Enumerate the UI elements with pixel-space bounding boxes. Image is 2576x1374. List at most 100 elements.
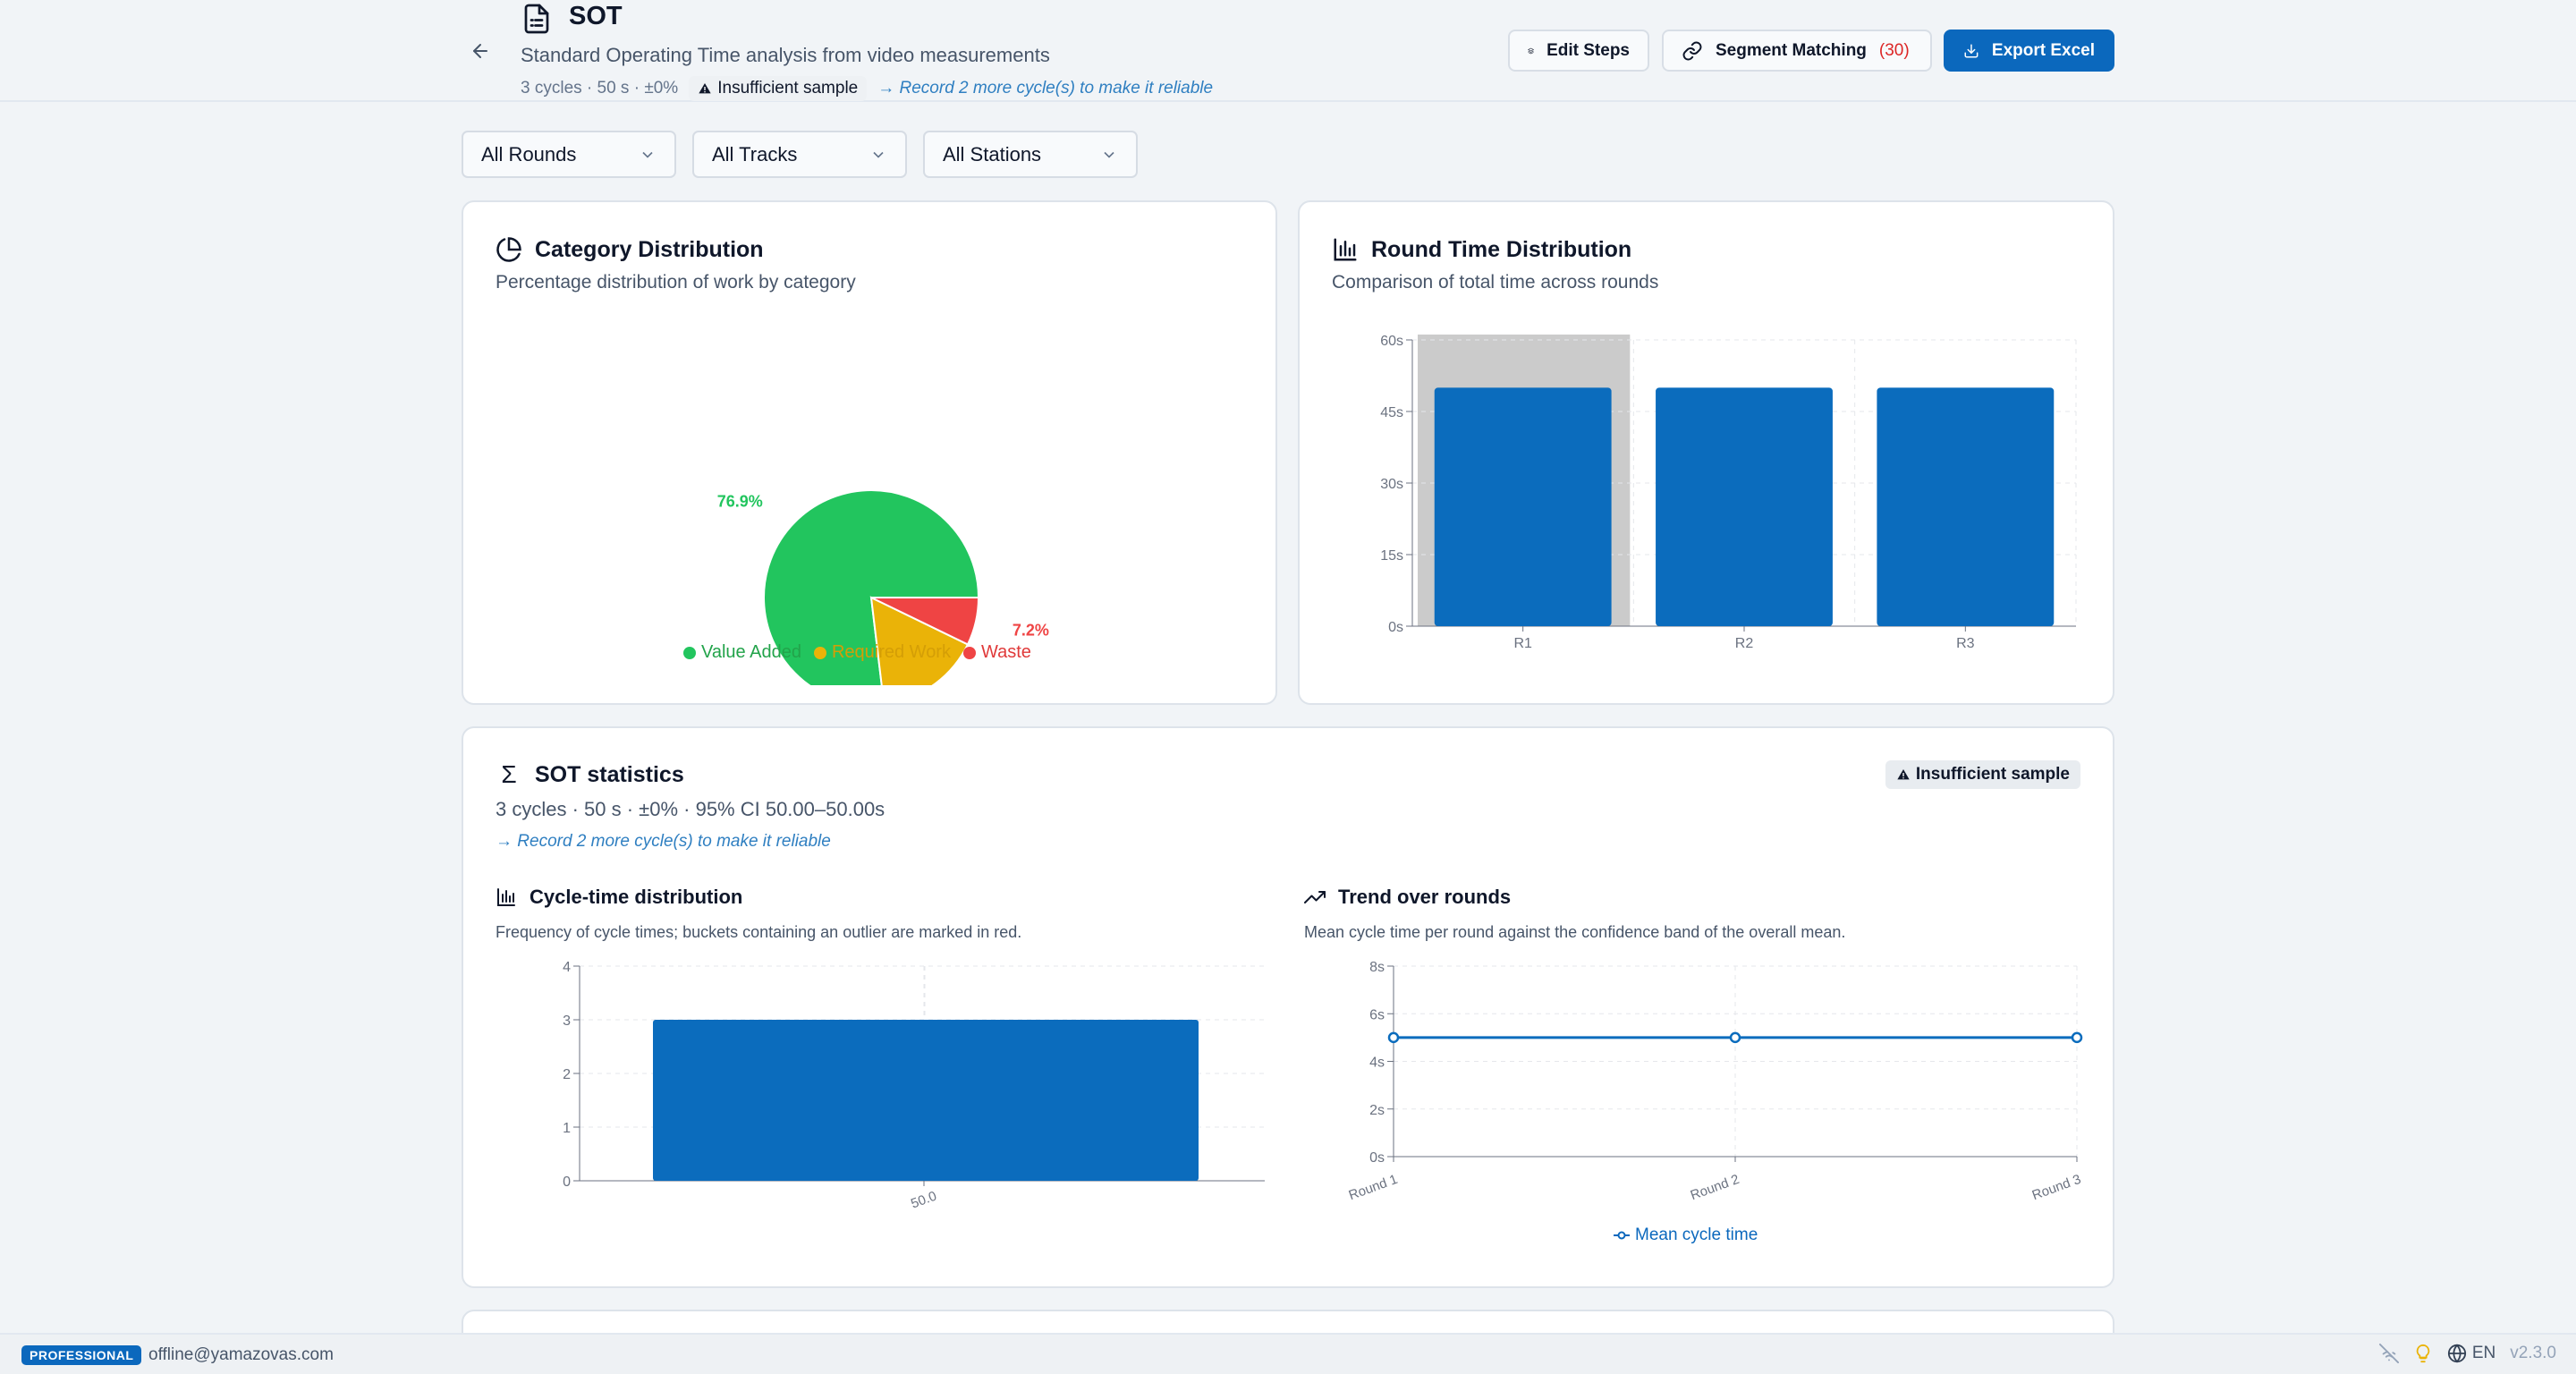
y-tick-label: 4s	[1369, 1056, 1385, 1071]
legend-required-work[interactable]: Required Work	[813, 642, 951, 663]
legend-label: Waste	[980, 642, 1031, 662]
pie-slice-value-added	[763, 489, 980, 685]
lightbulb-icon[interactable]	[2413, 1344, 2433, 1363]
bar-chart-icon	[497, 888, 515, 906]
trend-title: Trend over rounds	[1338, 886, 1512, 908]
sot-statistics-card: Σ SOT statistics Insufficient sample 3 c…	[462, 726, 2114, 1288]
y-tick-label: 4	[563, 960, 571, 975]
pie-chart-icon	[496, 237, 521, 262]
legend-label: Value Added	[701, 642, 801, 662]
trending-up-icon	[1304, 891, 1326, 903]
x-tick-label: 50.0	[909, 1189, 938, 1212]
y-tick-label: 6s	[1369, 1007, 1385, 1022]
y-tick-label: 60s	[1380, 334, 1403, 349]
card-title: Category Distribution	[496, 236, 764, 263]
export-excel-label: Export Excel	[1991, 40, 2095, 60]
sot-summary: 3 cycles · 50 s · ±0% · 95% CI 50.00–50.…	[496, 798, 886, 820]
category-pie-chart: 76.9%15.9%7.2%	[717, 489, 1049, 685]
layers-icon	[1528, 47, 1534, 54]
sigma-icon: Σ	[501, 760, 517, 788]
arrow-left-icon	[473, 44, 487, 58]
trend-header: Trend over rounds	[1304, 886, 1511, 909]
tracks-filter-select[interactable]: All Tracks	[692, 131, 907, 178]
sample-meta: 3 cycles · 50 s · ±0% Insufficient sampl…	[521, 76, 1213, 101]
y-tick-label: 0s	[1369, 1150, 1385, 1166]
chevron-down-icon	[873, 151, 884, 158]
insufficient-sample-badge: Insufficient sample	[1885, 760, 2080, 789]
pie-slice-waste	[870, 597, 980, 646]
y-tick-label: 0s	[1388, 620, 1403, 635]
stations-filter-value: All Stations	[943, 142, 1042, 165]
rounds-filter-value: All Rounds	[481, 142, 577, 165]
segment-count: (30)	[1878, 40, 1910, 60]
sample-summary: 3 cycles · 50 s · ±0%	[521, 79, 679, 98]
card-title: Σ SOT statistics	[496, 760, 683, 789]
category-legend: Value Added Required Work Waste	[683, 642, 1031, 663]
wifi-off-icon[interactable]	[2378, 1344, 2399, 1363]
back-button[interactable]	[467, 38, 494, 64]
category-title: Category Distribution	[535, 236, 764, 262]
segment-matching-button[interactable]: Segment Matching (30)	[1662, 30, 1932, 72]
category-distribution-card: Category Distribution Percentage distrib…	[462, 200, 1277, 705]
category-desc: Percentage distribution of work by categ…	[496, 272, 856, 293]
export-excel-button[interactable]: Export Excel	[1944, 30, 2114, 72]
data-point	[1387, 1031, 1400, 1044]
sot-hint: → Record 2 more cycle(s) to make it reli…	[496, 832, 831, 851]
card-title: Round Time Distribution	[1332, 236, 1631, 263]
histogram-desc: Frequency of cycle times; buckets contai…	[496, 923, 1022, 941]
legend-value-added[interactable]: Value Added	[683, 642, 801, 663]
bar-r3	[1877, 387, 2055, 626]
y-tick-label: 30s	[1380, 477, 1403, 492]
bar-chart-icon	[1334, 238, 1357, 261]
x-tick-label: Round 2	[1689, 1172, 1741, 1203]
plan-badge: PROFESSIONAL	[21, 1345, 142, 1365]
edit-steps-label: Edit Steps	[1546, 40, 1630, 60]
pie-data-label: 76.9%	[717, 492, 763, 510]
x-tick-label: R1	[1513, 636, 1532, 651]
x-tick-label: R2	[1735, 636, 1754, 651]
cycle-time-histogram: 0 1 2 3 4 50.0	[563, 960, 1265, 1212]
status-bar-right: EN v2.3.0	[2378, 1344, 2556, 1363]
document-icon	[524, 4, 549, 34]
stations-filter-select[interactable]: All Stations	[923, 131, 1138, 178]
data-point	[2071, 1031, 2083, 1044]
language-switcher[interactable]: EN	[2447, 1344, 2496, 1363]
badge-label: Insufficient sample	[1915, 765, 2070, 784]
pie-data-label: 7.2%	[1013, 621, 1049, 639]
trend-legend: Mean cycle time	[1614, 1226, 1758, 1245]
y-tick-label: 8s	[1369, 960, 1385, 975]
status-bar: PROFESSIONAL offline@yamazovas.com EN v2…	[0, 1333, 2576, 1374]
histogram-header: Cycle-time distribution	[496, 886, 742, 909]
legend-waste[interactable]: Waste	[962, 642, 1031, 663]
y-tick-label: 2	[563, 1067, 571, 1082]
histogram-title: Cycle-time distribution	[530, 886, 743, 908]
legend-label: Mean cycle time	[1635, 1226, 1758, 1244]
x-tick-label: R3	[1956, 636, 1975, 651]
legend-label: Required Work	[831, 642, 951, 662]
y-tick-label: 1	[563, 1121, 571, 1136]
line-marker-icon	[1614, 1231, 1630, 1240]
chevron-down-icon	[1104, 151, 1114, 158]
link-icon	[1682, 41, 1702, 60]
bar-r2	[1656, 387, 1833, 626]
rounds-filter-select[interactable]: All Rounds	[462, 131, 676, 178]
legend-mean-cycle-time[interactable]: Mean cycle time	[1614, 1226, 1758, 1245]
histogram-bar	[653, 1020, 1199, 1181]
page-title: SOT	[569, 2, 623, 30]
badge-label: Insufficient sample	[717, 79, 859, 98]
edit-steps-button[interactable]: Edit Steps	[1508, 30, 1649, 72]
chevron-down-icon	[642, 151, 653, 158]
page-subtitle: Standard Operating Time analysis from vi…	[521, 44, 1050, 66]
insufficient-sample-badge: Insufficient sample	[689, 76, 868, 101]
warning-icon	[699, 83, 711, 94]
round-time-distribution-card: Round Time Distribution Comparison of to…	[1298, 200, 2114, 705]
trend-line-chart: 0s 2s 4s 6s 8s Round 1 Round 2 Round 3	[1347, 960, 2083, 1203]
page-header: SOT Standard Operating Time analysis fro…	[0, 0, 2576, 102]
y-tick-label: 0	[563, 1175, 571, 1190]
segment-matching-label: Segment Matching	[1716, 40, 1867, 60]
y-tick-label: 3	[563, 1014, 571, 1029]
round-desc: Comparison of total time across rounds	[1332, 272, 1659, 293]
app-version: v2.3.0	[2510, 1344, 2556, 1362]
globe-icon	[2447, 1344, 2466, 1363]
x-tick-label: Round 3	[2030, 1172, 2083, 1203]
